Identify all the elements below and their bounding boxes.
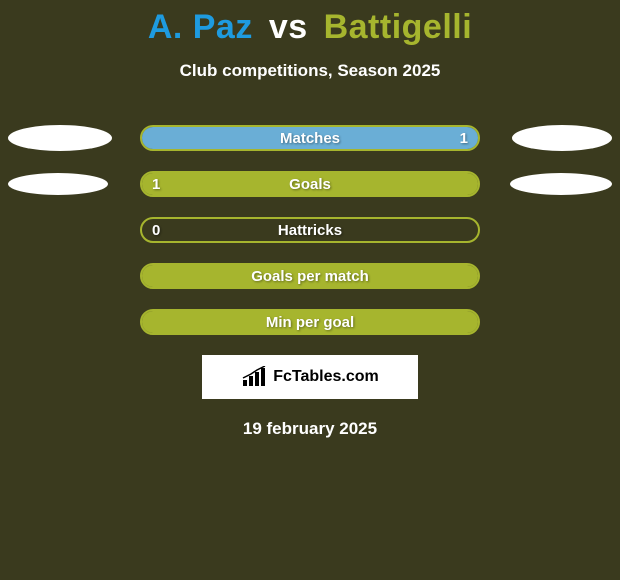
ellipse-left <box>8 173 108 195</box>
player2-name: Battigelli <box>324 8 473 46</box>
stat-bar: Hattricks0 <box>140 217 480 243</box>
ellipse-left <box>8 125 112 151</box>
stat-row: Matches1 <box>0 125 620 151</box>
vs-text: vs <box>269 8 308 46</box>
stat-row: Hattricks0 <box>0 217 620 243</box>
brand-box: FcTables.com <box>202 355 418 399</box>
comparison-title: A. Paz vs Battigelli <box>0 0 620 47</box>
stat-bar: Matches1 <box>140 125 480 151</box>
stat-bar: Goals1 <box>140 171 480 197</box>
stat-label: Min per goal <box>142 311 478 333</box>
stat-label: Hattricks <box>142 219 478 241</box>
stat-label: Goals <box>142 173 478 195</box>
ellipse-right <box>510 173 612 195</box>
stat-row: Goals1 <box>0 171 620 197</box>
stat-row: Min per goal <box>0 309 620 335</box>
ellipse-right <box>512 125 612 151</box>
player1-name: A. Paz <box>148 8 253 46</box>
stat-bar: Goals per match <box>140 263 480 289</box>
stat-value-left: 0 <box>152 219 160 241</box>
stat-label: Matches <box>142 127 478 149</box>
stat-value-left: 1 <box>152 173 160 195</box>
stat-row: Goals per match <box>0 263 620 289</box>
stat-value-right: 1 <box>460 127 468 149</box>
brand-text: FcTables.com <box>273 368 379 386</box>
stat-label: Goals per match <box>142 265 478 287</box>
date-text: 19 february 2025 <box>0 419 620 439</box>
subtitle: Club competitions, Season 2025 <box>0 61 620 81</box>
brand-chart-icon <box>241 366 269 388</box>
stat-bar: Min per goal <box>140 309 480 335</box>
stat-rows: Matches1Goals1Hattricks0Goals per matchM… <box>0 125 620 335</box>
